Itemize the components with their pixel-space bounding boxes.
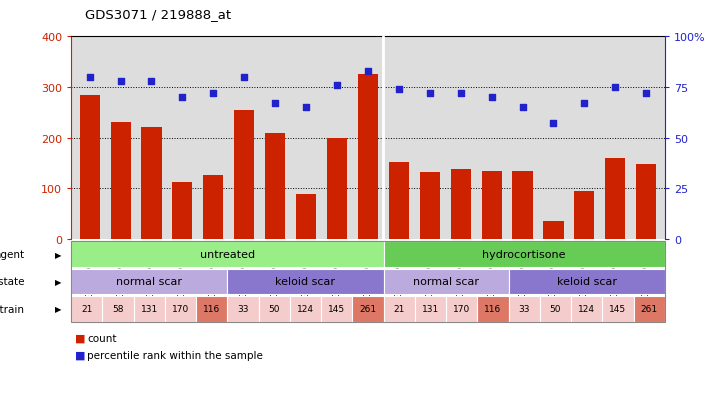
Point bbox=[362, 68, 374, 75]
Text: count: count bbox=[87, 333, 117, 343]
Text: 33: 33 bbox=[518, 304, 530, 313]
Text: 50: 50 bbox=[550, 304, 561, 313]
Point bbox=[517, 104, 528, 111]
Text: agent: agent bbox=[0, 249, 25, 259]
Bar bbox=[141, 127, 161, 240]
Text: GDS3071 / 219888_at: GDS3071 / 219888_at bbox=[85, 8, 232, 21]
Point bbox=[269, 101, 281, 107]
Bar bbox=[203, 176, 223, 240]
Text: 124: 124 bbox=[578, 304, 595, 313]
Text: 131: 131 bbox=[422, 304, 439, 313]
Point bbox=[301, 104, 312, 111]
Bar bbox=[358, 75, 378, 240]
Text: 33: 33 bbox=[237, 304, 249, 313]
Point bbox=[486, 95, 497, 101]
Text: 58: 58 bbox=[112, 304, 124, 313]
Text: strain: strain bbox=[0, 304, 25, 314]
Text: disease state: disease state bbox=[0, 277, 25, 287]
Text: 116: 116 bbox=[484, 304, 501, 313]
Point bbox=[393, 86, 405, 93]
Text: 170: 170 bbox=[172, 304, 189, 313]
Bar bbox=[389, 162, 409, 240]
Text: 145: 145 bbox=[609, 304, 626, 313]
Bar bbox=[513, 172, 533, 240]
Text: ■: ■ bbox=[75, 350, 85, 360]
Text: 131: 131 bbox=[141, 304, 158, 313]
Bar bbox=[172, 183, 193, 240]
Text: ▶: ▶ bbox=[55, 277, 62, 286]
Bar bbox=[481, 172, 502, 240]
Text: 261: 261 bbox=[641, 304, 658, 313]
Point bbox=[84, 74, 95, 81]
Point bbox=[331, 83, 343, 89]
Bar bbox=[636, 165, 656, 240]
Bar bbox=[296, 195, 316, 240]
Bar bbox=[543, 222, 564, 240]
Text: percentile rank within the sample: percentile rank within the sample bbox=[87, 350, 263, 360]
Bar bbox=[110, 123, 131, 240]
Text: 116: 116 bbox=[203, 304, 220, 313]
Point bbox=[641, 90, 652, 97]
Bar bbox=[327, 138, 347, 240]
Bar bbox=[234, 111, 255, 240]
Text: 124: 124 bbox=[297, 304, 314, 313]
Bar bbox=[605, 159, 626, 240]
Text: 145: 145 bbox=[328, 304, 346, 313]
Text: normal scar: normal scar bbox=[116, 277, 182, 287]
Bar bbox=[265, 133, 285, 240]
Text: hydrocortisone: hydrocortisone bbox=[483, 249, 566, 259]
Point bbox=[579, 101, 590, 107]
Point bbox=[115, 78, 127, 85]
Text: 21: 21 bbox=[393, 304, 405, 313]
Text: 170: 170 bbox=[453, 304, 470, 313]
Bar bbox=[80, 95, 100, 240]
Bar bbox=[574, 192, 594, 240]
Text: 50: 50 bbox=[269, 304, 280, 313]
Bar bbox=[451, 170, 471, 240]
Text: untreated: untreated bbox=[200, 249, 255, 259]
Text: ▶: ▶ bbox=[55, 304, 62, 313]
Text: 261: 261 bbox=[359, 304, 377, 313]
Point bbox=[455, 90, 466, 97]
Point bbox=[239, 74, 250, 81]
Point bbox=[177, 95, 188, 101]
Text: keloid scar: keloid scar bbox=[275, 277, 336, 287]
Point bbox=[208, 90, 219, 97]
Text: 21: 21 bbox=[81, 304, 92, 313]
Point bbox=[424, 90, 435, 97]
Text: keloid scar: keloid scar bbox=[557, 277, 616, 287]
Point bbox=[609, 84, 621, 91]
Point bbox=[547, 121, 559, 128]
Point bbox=[146, 78, 157, 85]
Bar bbox=[419, 173, 440, 240]
Text: ▶: ▶ bbox=[55, 250, 62, 259]
Text: normal scar: normal scar bbox=[413, 277, 479, 287]
Text: ■: ■ bbox=[75, 333, 85, 343]
